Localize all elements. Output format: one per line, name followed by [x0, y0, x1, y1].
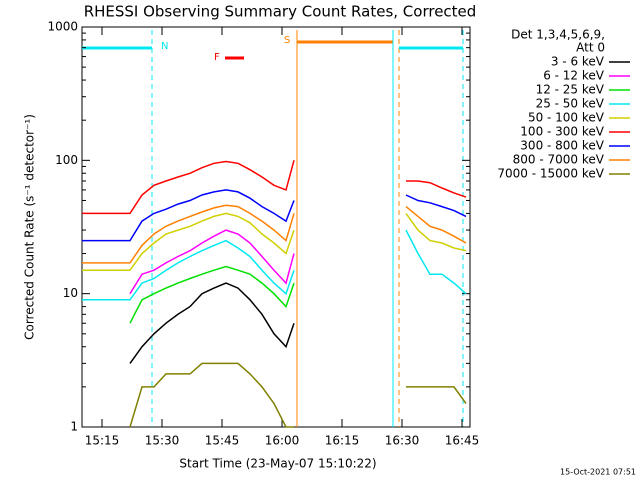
x-tick-label: 16:00 — [265, 434, 300, 448]
annotation: N — [161, 41, 168, 52]
y-tick-label: 1000 — [47, 20, 78, 34]
legend-label: 25 - 50 keV — [536, 97, 605, 111]
series-line — [82, 212, 467, 271]
x-tick-label: 15:45 — [205, 434, 240, 448]
plot-frame — [81, 26, 471, 428]
legend-label: 50 - 100 keV — [528, 111, 605, 125]
x-tick-label: 15:15 — [85, 434, 120, 448]
series-line — [82, 204, 467, 264]
legend-label: 12 - 25 keV — [536, 83, 605, 97]
legend-title: Att 0 — [576, 41, 605, 55]
x-tick-label: 16:30 — [385, 434, 420, 448]
legend-label: 7000 - 15000 keV — [497, 167, 604, 181]
series-line — [129, 362, 467, 428]
series-line — [82, 189, 467, 242]
legend-label: 300 - 800 keV — [520, 139, 604, 153]
series-line — [129, 282, 295, 364]
y-tick-label: 1 — [70, 420, 78, 434]
legend-label: 100 - 300 keV — [520, 125, 604, 139]
y-axis-label: Corrected Count Rate (s⁻¹ detector⁻¹) — [23, 114, 37, 340]
y-tick-label: 100 — [55, 153, 78, 167]
annotation: S — [284, 35, 290, 46]
legend-title: Det 1,3,4,5,6,9, — [511, 28, 605, 42]
annotation: F — [214, 52, 220, 63]
x-tick-label: 16:45 — [445, 434, 480, 448]
x-tick-label: 16:15 — [325, 434, 360, 448]
series-line — [82, 229, 467, 301]
chart-title: RHESSI Observing Summary Count Rates, Co… — [84, 3, 477, 21]
x-tick-label: 15:30 — [145, 434, 180, 448]
series-line — [129, 229, 295, 295]
x-axis-label: Start Time (23-May-07 15:10:22) — [179, 457, 376, 471]
legend-label: 6 - 12 keV — [543, 69, 605, 83]
footer: 15-Oct-2021 07:51 — [560, 468, 636, 477]
legend-label: 800 - 7000 keV — [513, 153, 605, 167]
series-line — [82, 160, 467, 215]
series-line — [129, 265, 295, 324]
y-tick-label: 10 — [63, 286, 78, 300]
legend-label: 3 - 6 keV — [551, 55, 605, 69]
